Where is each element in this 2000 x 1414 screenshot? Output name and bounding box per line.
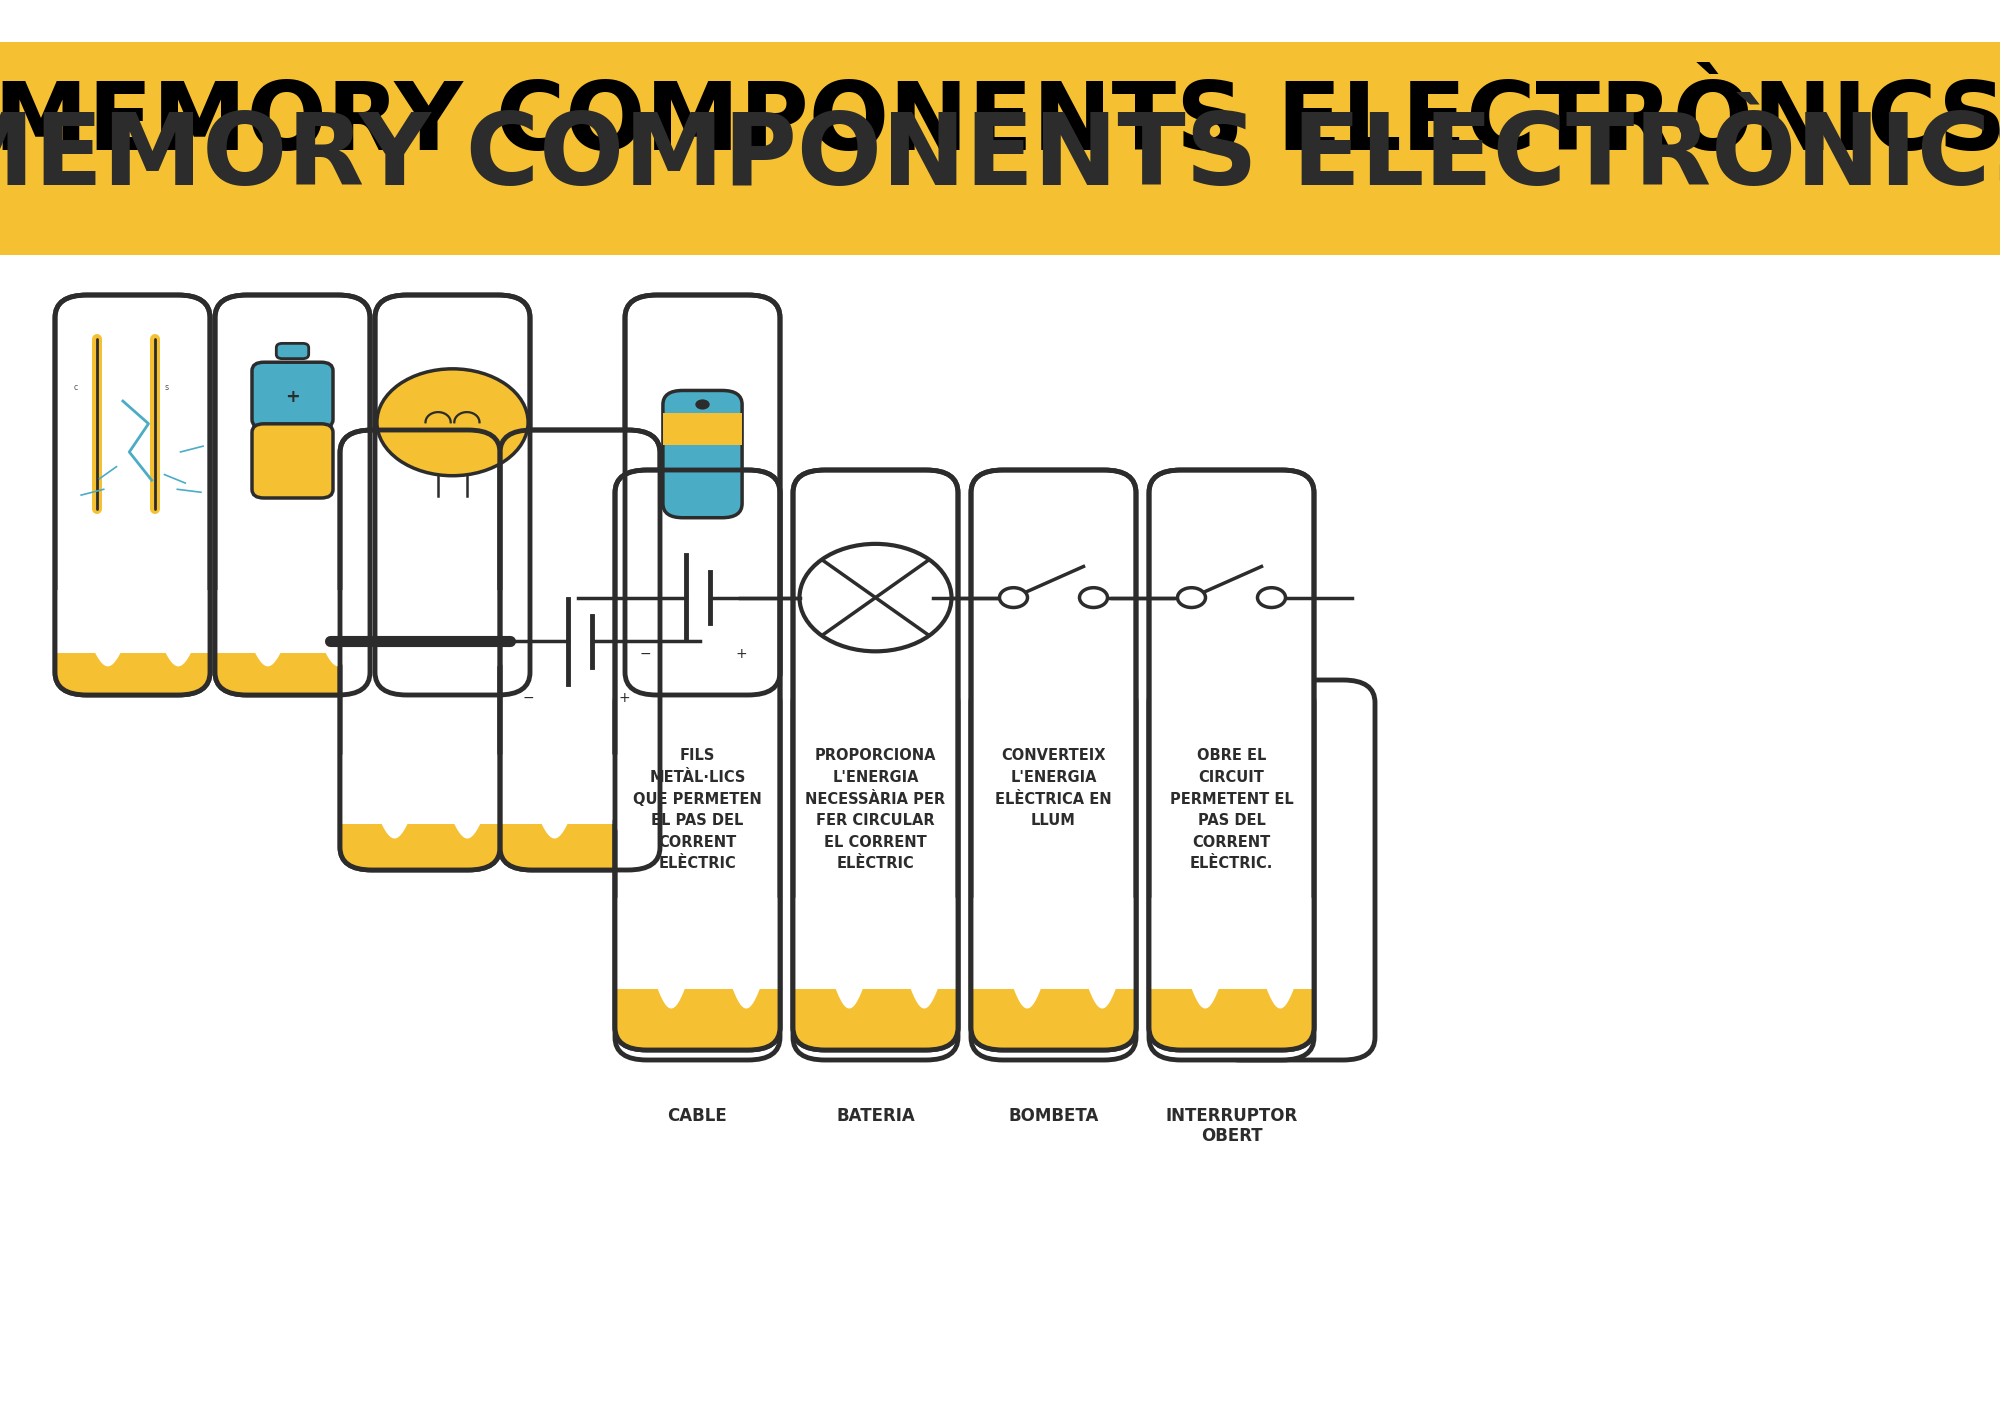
FancyBboxPatch shape <box>662 390 742 518</box>
Text: BATERIA: BATERIA <box>836 1107 914 1124</box>
Text: c: c <box>74 383 78 392</box>
Circle shape <box>800 544 952 652</box>
Text: BOMBETA: BOMBETA <box>1008 1107 1098 1124</box>
FancyBboxPatch shape <box>1148 469 1314 1051</box>
FancyBboxPatch shape <box>216 296 370 696</box>
FancyBboxPatch shape <box>340 778 500 870</box>
FancyBboxPatch shape <box>0 42 2000 205</box>
Text: −: − <box>640 648 652 662</box>
Polygon shape <box>624 594 780 653</box>
FancyBboxPatch shape <box>376 296 530 696</box>
Text: CABLE: CABLE <box>668 1107 728 1124</box>
Polygon shape <box>1148 904 1314 990</box>
Circle shape <box>1080 588 1108 608</box>
Circle shape <box>696 399 710 410</box>
Text: OBRE EL
CIRCUIT
PERMETENT EL
PAS DEL
CORRENT
ELÈCTRIC.: OBRE EL CIRCUIT PERMETENT EL PAS DEL COR… <box>1170 748 1294 871</box>
Text: FILS
METÀL·LICS
QUE PERMETEN
EL PAS DEL
CORRENT
ELÈCTRIC: FILS METÀL·LICS QUE PERMETEN EL PAS DEL … <box>634 748 762 871</box>
FancyBboxPatch shape <box>56 296 210 696</box>
FancyBboxPatch shape <box>1148 928 1314 1051</box>
FancyBboxPatch shape <box>340 430 500 870</box>
FancyBboxPatch shape <box>252 424 332 498</box>
FancyBboxPatch shape <box>792 680 958 1060</box>
FancyBboxPatch shape <box>662 413 742 445</box>
Polygon shape <box>56 594 210 653</box>
FancyBboxPatch shape <box>216 611 370 696</box>
FancyBboxPatch shape <box>252 362 332 428</box>
Text: INTERRUPTOR
OBERT: INTERRUPTOR OBERT <box>1166 1107 1298 1145</box>
FancyBboxPatch shape <box>972 928 1136 1051</box>
FancyBboxPatch shape <box>792 469 958 1051</box>
FancyBboxPatch shape <box>376 611 530 696</box>
Polygon shape <box>376 594 530 653</box>
FancyBboxPatch shape <box>624 296 780 696</box>
Text: MEMORY COMPONENTS ELECTRÒNICS: MEMORY COMPONENTS ELECTRÒNICS <box>0 109 2000 206</box>
FancyBboxPatch shape <box>1210 680 1376 1060</box>
Polygon shape <box>340 759 500 824</box>
Text: −: − <box>522 691 534 704</box>
Circle shape <box>376 369 528 475</box>
Text: s: s <box>164 383 168 392</box>
Text: CONVERTEIX
L'ENERGIA
ELÈCTRICA EN
LLUM: CONVERTEIX L'ENERGIA ELÈCTRICA EN LLUM <box>996 748 1112 829</box>
Polygon shape <box>216 594 370 653</box>
FancyBboxPatch shape <box>500 778 660 870</box>
FancyBboxPatch shape <box>276 344 308 359</box>
Circle shape <box>1258 588 1286 608</box>
FancyBboxPatch shape <box>616 928 780 1051</box>
Text: +: + <box>618 691 630 704</box>
Text: +: + <box>736 648 748 662</box>
FancyBboxPatch shape <box>624 611 780 696</box>
Text: +: + <box>286 389 300 406</box>
FancyBboxPatch shape <box>1148 680 1314 1060</box>
Polygon shape <box>792 904 958 990</box>
Polygon shape <box>500 759 660 824</box>
Circle shape <box>1000 588 1028 608</box>
FancyBboxPatch shape <box>56 611 210 696</box>
Text: PROPORCIONA
L'ENERGIA
NECESSÀRIA PER
FER CIRCULAR
EL CORRENT
ELÈCTRIC: PROPORCIONA L'ENERGIA NECESSÀRIA PER FER… <box>806 748 946 871</box>
FancyBboxPatch shape <box>500 430 660 870</box>
FancyBboxPatch shape <box>972 469 1136 1051</box>
FancyBboxPatch shape <box>616 469 780 1051</box>
FancyBboxPatch shape <box>0 59 2000 255</box>
Text: MEMORY COMPONENTS ELECTRÒNICS: MEMORY COMPONENTS ELECTRÒNICS <box>0 78 2000 170</box>
Circle shape <box>1178 588 1206 608</box>
Polygon shape <box>616 904 780 990</box>
FancyBboxPatch shape <box>792 928 958 1051</box>
Polygon shape <box>972 904 1136 990</box>
FancyBboxPatch shape <box>616 680 780 1060</box>
FancyBboxPatch shape <box>972 680 1136 1060</box>
